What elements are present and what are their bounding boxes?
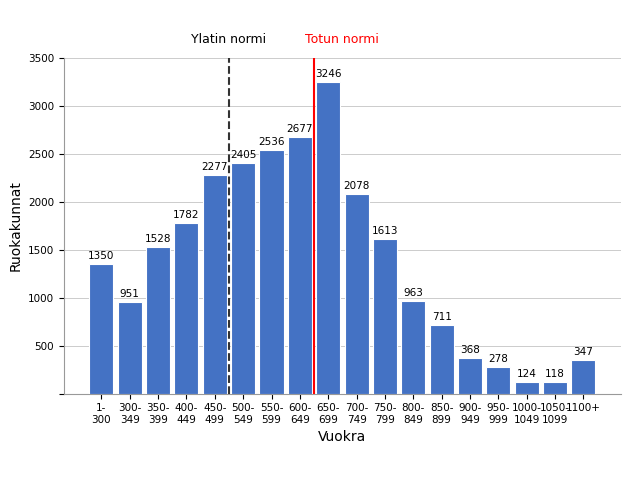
Text: 2677: 2677 (287, 124, 313, 134)
Bar (146, 247, 170, 394)
Bar (90, 264, 113, 394)
Bar (401, 301, 426, 394)
Text: 2277: 2277 (202, 162, 228, 172)
Text: 278: 278 (488, 354, 508, 364)
Y-axis label: Ruokakunnat: Ruokakunnat (8, 180, 22, 271)
Bar (572, 360, 595, 394)
Text: 1782: 1782 (173, 210, 200, 220)
Text: 2078: 2078 (344, 181, 370, 191)
Text: 2405: 2405 (230, 150, 257, 160)
X-axis label: Vuokra: Vuokra (318, 431, 367, 444)
Text: 1613: 1613 (372, 226, 398, 236)
Text: Ylatin normi: Ylatin normi (191, 34, 266, 47)
Bar (174, 223, 198, 394)
Text: 2536: 2536 (259, 137, 285, 147)
Bar (203, 175, 227, 394)
Text: 711: 711 (432, 312, 452, 323)
Text: Totun normi: Totun normi (305, 34, 379, 47)
Bar (486, 367, 511, 394)
Text: 963: 963 (403, 288, 423, 298)
Bar (344, 194, 369, 394)
Bar (543, 382, 567, 394)
Bar (458, 358, 482, 394)
Text: 3246: 3246 (315, 69, 342, 79)
Text: 124: 124 (516, 369, 537, 379)
Text: 368: 368 (460, 346, 480, 355)
Bar (259, 150, 284, 394)
Bar (118, 302, 142, 394)
Text: 118: 118 (545, 370, 565, 379)
Text: 1528: 1528 (145, 234, 172, 244)
Bar (373, 239, 397, 394)
Bar (429, 325, 454, 394)
Bar (515, 382, 539, 394)
Bar (288, 137, 312, 394)
Bar (316, 82, 340, 394)
Text: 951: 951 (120, 289, 140, 300)
Text: 1350: 1350 (88, 251, 115, 261)
Bar (231, 163, 255, 394)
Text: 347: 347 (573, 348, 593, 358)
